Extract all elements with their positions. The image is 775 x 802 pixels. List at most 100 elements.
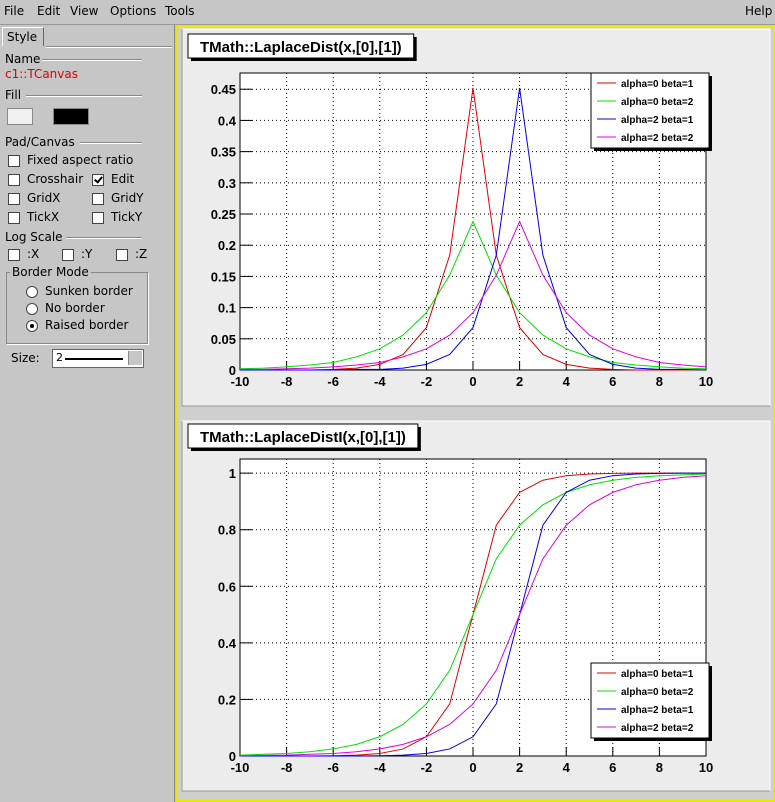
section-label: Border Mode	[10, 265, 91, 279]
x-tick-label: -10	[231, 760, 250, 775]
title-box	[187, 33, 415, 59]
radio[interactable]	[26, 303, 38, 315]
section-label: Log Scale	[5, 230, 63, 244]
checkbox-label: GridX	[27, 191, 61, 205]
legend-label: alpha=0 beta=2	[621, 687, 694, 698]
section-label: Fill	[5, 88, 22, 102]
x-tick-label: -2	[421, 374, 433, 389]
checkbox[interactable]	[8, 155, 20, 167]
legend-label: alpha=2 beta=1	[621, 115, 694, 126]
menu-item[interactable]: File	[4, 4, 25, 18]
radio-label: Raised border	[45, 318, 129, 332]
x-tick-label: -10	[231, 374, 250, 389]
y-tick-label: 0.25	[211, 207, 236, 222]
radio-label: Sunken border	[45, 284, 133, 298]
x-tick-label: -6	[327, 760, 339, 775]
checkbox[interactable]	[116, 249, 128, 261]
menu-item[interactable]: Tools	[165, 4, 195, 18]
y-tick-label: 0.1	[218, 301, 236, 316]
x-tick-label: -4	[374, 760, 386, 775]
x-tick-label: -8	[281, 760, 293, 775]
y-tick-label: 0.05	[211, 332, 236, 347]
tab[interactable]: Style	[2, 27, 44, 46]
pad-shadow	[181, 28, 771, 407]
object-name: c1::TCanvas	[5, 67, 78, 81]
chart-title: TMath::LaplaceDist(x,[0],[1])	[200, 39, 402, 56]
x-tick-label: -6	[327, 374, 339, 389]
legend-label: alpha=0 beta=1	[621, 79, 694, 90]
y-tick-label: 0	[229, 749, 236, 764]
checkbox[interactable]	[62, 249, 74, 261]
menu-item[interactable]: Options	[110, 4, 157, 18]
y-tick-label: 0.6	[218, 579, 236, 594]
series-line	[239, 475, 707, 757]
legend	[590, 662, 710, 739]
section-label: Name	[5, 52, 41, 66]
y-tick-label: 1	[229, 466, 236, 481]
y-tick-label: 0.45	[211, 82, 236, 97]
series-line	[239, 220, 707, 370]
x-tick-label: 4	[563, 760, 571, 775]
checkbox[interactable]	[8, 174, 20, 186]
x-tick-label: -2	[421, 760, 433, 775]
x-tick-label: 6	[609, 760, 616, 775]
series-line	[240, 220, 707, 370]
y-tick-label: 0.2	[218, 692, 236, 707]
x-tick-label: 8	[656, 760, 663, 775]
radio[interactable]	[26, 320, 38, 332]
x-tick-label: 2	[516, 760, 523, 775]
menu-item[interactable]: View	[70, 4, 99, 18]
y-tick-label: 0.35	[211, 145, 236, 160]
fill-pattern-button[interactable]	[53, 108, 89, 125]
legend-label: alpha=0 beta=2	[621, 97, 694, 108]
x-tick-label: 8	[656, 374, 663, 389]
checkbox[interactable]	[92, 212, 104, 224]
side-panel: Style Name c1::TCanvas Fill Pad/Canvas L…	[0, 25, 175, 802]
legend-label: alpha=2 beta=1	[621, 705, 694, 716]
legend-label: alpha=0 beta=1	[621, 669, 694, 680]
section-label: Size:	[11, 351, 40, 365]
y-tick-label: 0.2	[218, 238, 236, 253]
title-box	[187, 423, 419, 449]
series-line	[240, 472, 706, 757]
y-tick-label: 0	[229, 363, 236, 378]
y-tick-label: 0.4	[218, 113, 237, 128]
checkbox-label: GridY	[111, 191, 144, 205]
legend	[590, 72, 710, 149]
size-combo[interactable]: 2	[52, 349, 144, 368]
checkbox-label: :Z	[135, 247, 148, 261]
series-line	[240, 87, 707, 371]
y-tick-label: 0.4	[218, 636, 237, 651]
fill-color-button[interactable]	[7, 108, 33, 125]
menu-item[interactable]: Help	[745, 4, 773, 18]
checkbox-label: Crosshair	[27, 172, 84, 186]
x-tick-label: 4	[563, 374, 571, 389]
pad-shadow	[181, 420, 771, 792]
legend-label: alpha=2 beta=2	[621, 133, 694, 144]
series-line	[239, 473, 707, 756]
menu-item[interactable]: Edit	[37, 4, 61, 18]
x-tick-label: -8	[281, 374, 293, 389]
x-tick-label: -4	[374, 374, 386, 389]
checkbox[interactable]	[8, 193, 20, 205]
size-value: 2	[56, 351, 63, 364]
x-tick-label: 10	[699, 374, 713, 389]
checkbox-label: TickY	[111, 210, 143, 224]
x-tick-label: 0	[469, 760, 476, 775]
checkbox[interactable]	[92, 174, 104, 186]
x-tick-label: 6	[609, 374, 616, 389]
checkbox[interactable]	[92, 193, 104, 205]
menu-bar: File Edit View Options Tools Help	[0, 0, 775, 25]
checkbox[interactable]	[8, 249, 20, 261]
checkbox-label: Edit	[111, 172, 135, 186]
radio[interactable]	[26, 286, 38, 298]
checkbox-label: :X	[27, 247, 40, 261]
x-tick-label: 2	[516, 374, 523, 389]
legend-label: alpha=2 beta=2	[621, 723, 694, 734]
section-label: Pad/Canvas	[5, 135, 75, 149]
checkbox-label: Fixed aspect ratio	[27, 153, 134, 167]
checkbox-label: TickX	[27, 210, 60, 224]
checkbox[interactable]	[8, 212, 20, 224]
y-tick-label: 0.15	[211, 269, 236, 284]
